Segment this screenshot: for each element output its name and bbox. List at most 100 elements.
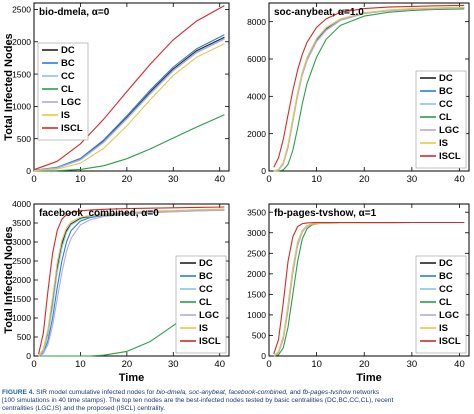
legend: DC BC CC CL LGC IS ISCL	[175, 255, 227, 354]
y-tick-label: 0	[26, 351, 31, 361]
x-axis-label: Time	[119, 372, 144, 384]
legend-entry-bc: BC	[439, 271, 453, 282]
legend-entry-cc: CC	[439, 284, 453, 295]
series-line-lgc	[38, 209, 225, 357]
chart-title: facebook_combined, α=0	[39, 208, 159, 219]
figure-caption: FIGURE 4. SIR model cumulative infected …	[2, 389, 472, 414]
x-tick-label: 10	[75, 359, 86, 370]
y-tick-label: 2000	[12, 275, 31, 285]
x-tick-label: 0	[266, 359, 271, 370]
legend: DC BC CC CL LGC IS ISCL	[415, 70, 467, 169]
legend-entry-is: IS	[439, 323, 448, 334]
caption-text-2: and	[287, 389, 303, 396]
legend-entry-lgc: LGC	[61, 97, 81, 108]
y-tick-label: 1500	[12, 69, 31, 79]
legend-entry-cc: CC	[199, 284, 213, 295]
series-line-iscl	[33, 5, 225, 171]
x-tick-label: 40	[214, 174, 225, 185]
y-tick-label: 500	[17, 134, 31, 144]
legend-box	[37, 42, 89, 141]
x-tick-label: 30	[168, 174, 179, 185]
caption-text-1: SIR model cumulative infected nodes for	[34, 389, 157, 396]
x-tick-label: 0	[266, 174, 271, 185]
series-line-iscl	[273, 4, 465, 168]
legend-entry-iscl: ISCL	[199, 336, 221, 347]
y-tick-label: 1000	[12, 102, 31, 112]
x-tick-label: 30	[407, 359, 418, 370]
legend-entry-cc: CC	[61, 71, 75, 82]
caption-line-3: centralities (LGC,IS) and the proposed (…	[2, 405, 165, 413]
y-tick-label: 2000	[12, 37, 31, 47]
series-line-bc	[33, 34, 225, 171]
y-tick-label: 1000	[12, 313, 31, 323]
legend-entry-dc: DC	[61, 45, 75, 56]
y-tick-label: 3000	[12, 237, 31, 247]
legend-entry-iscl: ISCL	[439, 336, 461, 347]
series-line-cl	[273, 8, 465, 172]
legend-entry-iscl: ISCL	[439, 151, 461, 162]
caption-label: FIGURE 4.	[2, 389, 35, 396]
legend-entry-is: IS	[439, 138, 448, 149]
y-tick-label: 3500	[247, 207, 266, 217]
legend: DC BC CC CL LGC IS ISCL	[415, 255, 467, 354]
chart-panel-3: 0 10 20 30 40 0 500 1000 1500 2000 2500 3000 3500 400…	[3, 199, 230, 384]
y-tick-label: 2000	[247, 129, 266, 139]
legend: DC BC CC CL LGC IS ISCL	[37, 42, 89, 141]
y-tick-label: 1000	[247, 310, 266, 320]
y-axis-label: Total Infected Nodes	[3, 33, 15, 140]
y-tick-label: 500	[17, 332, 31, 342]
series-line-is	[38, 208, 225, 357]
caption-text-3: networks	[350, 389, 380, 396]
legend-entry-is: IS	[199, 323, 208, 334]
legend-entry-iscl: ISCL	[61, 123, 83, 134]
legend-entry-cl: CL	[61, 84, 74, 95]
x-tick-label: 10	[311, 174, 322, 185]
y-tick-label: 8000	[247, 17, 266, 27]
legend-entry-cc: CC	[439, 99, 453, 110]
legend-entry-lgc: LGC	[439, 310, 459, 321]
x-tick-label: 0	[31, 174, 36, 185]
x-axis-label: Time	[356, 372, 381, 384]
series-line-is	[273, 6, 465, 172]
x-tick-label: 20	[359, 359, 370, 370]
y-tick-label: 3000	[247, 228, 266, 238]
y-tick-label: 6000	[247, 54, 266, 64]
x-tick-label: 20	[122, 359, 133, 370]
y-tick-label: 0	[261, 351, 266, 361]
legend-entry-bc: BC	[439, 86, 453, 97]
x-tick-label: 30	[168, 359, 179, 370]
y-tick-label: 0	[261, 166, 266, 176]
y-tick-label: 4000	[12, 199, 31, 209]
series-line-iscl	[273, 221, 465, 355]
legend-entry-dc: DC	[199, 258, 213, 269]
legend-entry-cl: CL	[199, 297, 212, 308]
caption-network-last: fb-pages-tvshow	[302, 389, 351, 396]
legend-entry-dc: DC	[439, 258, 453, 269]
chart-panel-4: 0 10 20 30 40 0 500 1000 1500 2000 2500 3000 3500 fb-…	[247, 203, 470, 384]
y-tick-label: 0	[26, 166, 31, 176]
chart-title: soc-anybeat, α=1.0	[274, 7, 364, 18]
legend-entry-bc: BC	[199, 271, 213, 282]
y-tick-label: 3500	[12, 218, 31, 228]
series-line-cl	[33, 114, 225, 172]
caption-line-2: [100 simulations in 40 time stamps). The…	[2, 397, 394, 405]
x-tick-label: 10	[75, 174, 86, 185]
legend-entry-dc: DC	[439, 73, 453, 84]
chart-panel-1: 0 10 20 30 40 0 500 1000 1500 2000 2500 bio-dmela, …	[3, 2, 230, 185]
legend-box	[415, 255, 467, 354]
y-tick-label: 1500	[12, 294, 31, 304]
chart-panel-2: 0 10 20 30 40 0 2000 4000 6000 8000 soc-anybeat, α…	[247, 2, 470, 185]
x-tick-label: 20	[122, 174, 133, 185]
x-tick-label: 40	[454, 359, 465, 370]
x-tick-label: 10	[311, 359, 322, 370]
legend-box	[175, 255, 227, 354]
x-tick-label: 0	[31, 359, 36, 370]
chart-title: bio-dmela, α=0	[39, 7, 110, 18]
series-line-cl	[38, 287, 225, 357]
y-tick-label: 4000	[247, 92, 266, 102]
legend-entry-is: IS	[61, 110, 70, 121]
legend-entry-cl: CL	[439, 112, 452, 123]
series-line-lgc	[273, 7, 465, 172]
legend-entry-bc: BC	[61, 58, 75, 69]
y-tick-label: 2500	[12, 5, 31, 15]
